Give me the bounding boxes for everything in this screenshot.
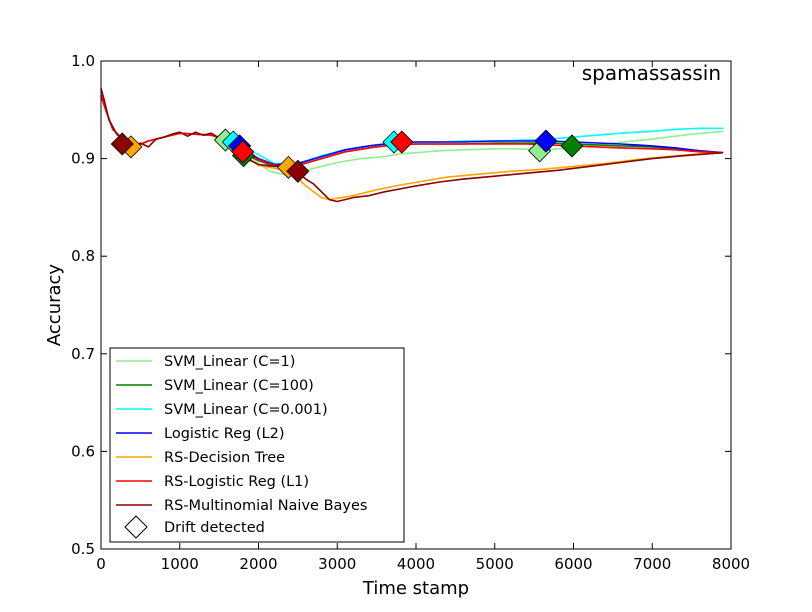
x-tick-label: 3000	[318, 555, 356, 573]
x-tick-label: 5000	[476, 555, 514, 573]
x-tick-label: 1000	[161, 555, 199, 573]
drift-marker-svm-linear-c-100	[560, 134, 584, 158]
x-axis-label: Time stamp	[362, 578, 469, 599]
x-tick-label: 6000	[554, 555, 592, 573]
series-layer	[100, 88, 724, 203]
y-tick-label: 0.8	[71, 247, 95, 265]
x-tick-label: 0	[96, 555, 106, 573]
legend: SVM_Linear (C=1) SVM_Linear (C=100) SVM_Li…	[109, 347, 405, 543]
tick-layer: 0 1000 2000 3000 4000 5000 6000 7000 8000 0.5 0.6 0…	[71, 52, 750, 573]
x-tick-label: 4000	[397, 555, 435, 573]
drift-marker-rs-multinomial-naive-bayes	[110, 132, 134, 156]
legend-drift-marker	[124, 515, 148, 539]
legend-label-rs-decision-tree: RS-Decision Tree	[164, 450, 285, 466]
y-tick-label: 1.0	[71, 52, 95, 70]
legend-label-rs-logistic-reg-l1: RS-Logistic Reg (L1)	[164, 474, 309, 490]
legend-label-svm-linear-c-100: SVM_Linear (C=100)	[164, 378, 314, 394]
x-tick-label: 8000	[712, 555, 750, 573]
legend-label-rs-multinomial-naive-bayes: RS-Multinomial Naive Bayes	[164, 498, 367, 514]
legend-box	[109, 347, 405, 543]
drift-marker-logistic-reg-l2	[534, 129, 558, 153]
drift-marker-rs-multinomial-naive-bayes	[286, 159, 310, 183]
y-tick-label: 0.7	[71, 345, 95, 363]
drift-marker-rs-logistic-reg-l1	[231, 140, 255, 164]
x-tick-label: 7000	[633, 555, 671, 573]
y-tick-label: 0.5	[71, 540, 95, 558]
legend-entries: SVM_Linear (C=1) SVM_Linear (C=100) SVM_Li…	[116, 354, 367, 514]
drift-marker-layer	[110, 128, 584, 183]
chart-title: spamassassin	[582, 61, 721, 85]
y-tick-label: 0.6	[71, 442, 95, 460]
legend-label-logistic-reg-l2: Logistic Reg (L2)	[164, 426, 285, 442]
series-line-rs-logistic-reg-l1	[100, 94, 724, 167]
legend-label-svm-linear-c-0-001: SVM_Linear (C=0.001)	[164, 402, 328, 418]
y-axis-label: Accuracy	[44, 264, 65, 347]
drift-marker-rs-logistic-reg-l1	[390, 130, 414, 154]
series-line-rs-multinomial-naive-bayes	[100, 88, 724, 203]
y-tick-label: 0.9	[71, 150, 95, 168]
legend-label-drift-detected: Drift detected	[164, 520, 265, 536]
legend-label-svm-linear-c-1: SVM_Linear (C=1)	[164, 354, 295, 370]
x-tick-label: 2000	[239, 555, 277, 573]
